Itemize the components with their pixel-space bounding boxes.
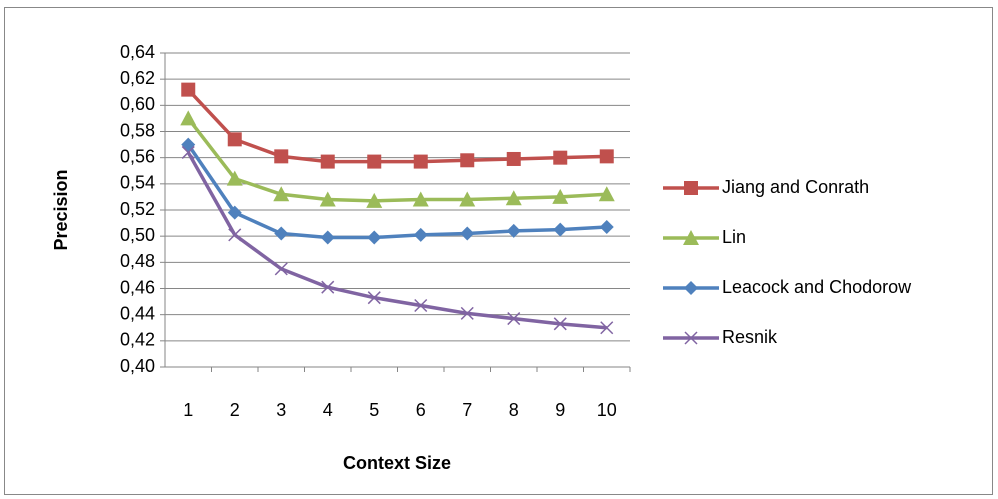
marker xyxy=(460,153,475,168)
marker xyxy=(506,223,521,238)
marker xyxy=(273,186,290,202)
marker xyxy=(553,150,568,165)
marker xyxy=(684,331,698,345)
marker xyxy=(227,132,242,147)
y-tick-label: 0,40 xyxy=(120,356,155,376)
marker xyxy=(228,228,242,242)
y-tick-label: 0,58 xyxy=(120,120,155,140)
legend-label: Lin xyxy=(722,227,746,247)
series-line xyxy=(186,117,607,203)
marker xyxy=(181,145,195,159)
marker xyxy=(412,191,429,207)
marker xyxy=(553,222,568,237)
x-tick-label: 6 xyxy=(416,400,426,420)
marker xyxy=(367,154,382,169)
marker xyxy=(319,191,336,207)
y-tick-label: 0,44 xyxy=(120,303,155,323)
legend-label: Resnik xyxy=(722,327,778,347)
marker xyxy=(507,312,521,326)
marker xyxy=(683,230,699,245)
marker xyxy=(414,298,428,313)
marker xyxy=(460,306,474,320)
marker xyxy=(274,149,289,164)
marker xyxy=(413,154,428,169)
x-tick-label: 1 xyxy=(183,400,193,420)
chart-border xyxy=(4,7,993,495)
marker xyxy=(684,181,698,195)
y-tick-label: 0,52 xyxy=(120,199,155,219)
legend-label: Leacock and Chodorow xyxy=(722,277,912,297)
marker xyxy=(460,226,475,241)
marker xyxy=(320,230,335,245)
marker xyxy=(599,149,614,164)
marker xyxy=(599,220,614,235)
marker xyxy=(552,188,569,204)
x-tick-label: 3 xyxy=(276,400,286,420)
marker xyxy=(320,154,335,169)
marker xyxy=(226,170,243,186)
y-tick-label: 0,42 xyxy=(120,330,155,350)
marker xyxy=(598,186,615,202)
x-tick-label: 8 xyxy=(509,400,519,420)
marker xyxy=(367,291,381,305)
y-tick-label: 0,62 xyxy=(120,68,155,88)
x-tick-label: 2 xyxy=(230,400,240,420)
y-axis-title: Precision xyxy=(51,169,71,250)
series-line xyxy=(186,143,607,240)
x-tick-label: 5 xyxy=(369,400,379,420)
marker xyxy=(274,262,288,276)
marker xyxy=(366,192,383,208)
marker xyxy=(600,321,614,335)
y-tick-label: 0,54 xyxy=(120,173,155,193)
marker xyxy=(505,190,522,206)
marker xyxy=(274,226,289,241)
y-tick-label: 0,60 xyxy=(120,94,155,114)
marker xyxy=(321,280,335,294)
x-tick-label: 7 xyxy=(462,400,472,420)
y-tick-label: 0,64 xyxy=(120,42,155,62)
series-line xyxy=(186,151,607,330)
y-tick-label: 0,56 xyxy=(120,146,155,166)
x-tick-label: 4 xyxy=(323,400,333,420)
y-tick-label: 0,50 xyxy=(120,225,155,245)
legend-label: Jiang and Conrath xyxy=(722,177,869,197)
marker xyxy=(180,110,197,126)
y-tick-label: 0,48 xyxy=(120,251,155,271)
x-axis-title: Context Size xyxy=(343,453,451,473)
series-line xyxy=(186,88,607,164)
marker xyxy=(506,151,521,166)
y-tick-label: 0,46 xyxy=(120,277,155,297)
marker xyxy=(553,317,567,331)
marker xyxy=(227,205,242,220)
marker xyxy=(684,281,698,295)
x-tick-label: 9 xyxy=(555,400,565,420)
marker xyxy=(459,191,476,207)
marker xyxy=(413,227,428,242)
marker xyxy=(181,82,196,97)
x-tick-label: 10 xyxy=(597,400,617,420)
marker xyxy=(367,230,382,245)
